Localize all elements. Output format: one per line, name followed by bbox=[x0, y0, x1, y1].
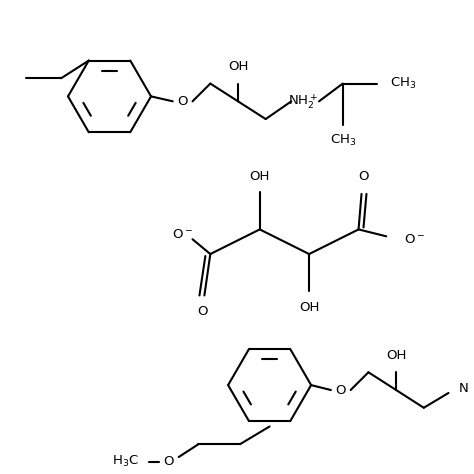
Text: O: O bbox=[197, 305, 208, 318]
Text: OH: OH bbox=[386, 349, 406, 362]
Text: CH$_3$: CH$_3$ bbox=[390, 76, 417, 91]
Text: N: N bbox=[458, 382, 468, 394]
Text: CH$_3$: CH$_3$ bbox=[329, 133, 356, 148]
Text: H$_3$C: H$_3$C bbox=[112, 455, 139, 470]
Text: O: O bbox=[164, 456, 174, 468]
Text: OH: OH bbox=[249, 170, 270, 182]
Text: O: O bbox=[336, 383, 346, 397]
Text: OH: OH bbox=[228, 60, 248, 73]
Text: O: O bbox=[177, 95, 188, 108]
Text: O: O bbox=[358, 170, 369, 182]
Text: OH: OH bbox=[299, 301, 319, 314]
Text: O$^-$: O$^-$ bbox=[172, 228, 193, 241]
Text: NH$_2^+$: NH$_2^+$ bbox=[288, 92, 318, 111]
Text: O$^-$: O$^-$ bbox=[404, 233, 425, 246]
